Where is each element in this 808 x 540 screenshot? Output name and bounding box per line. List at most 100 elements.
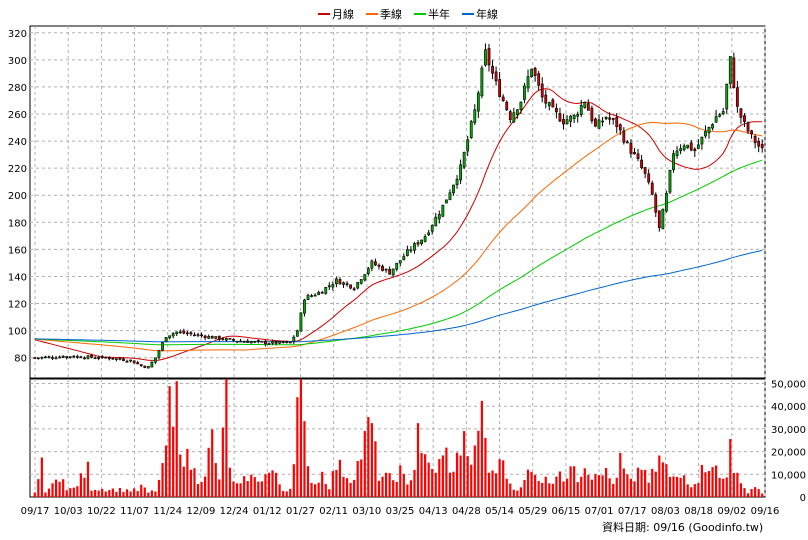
volume-bar — [388, 473, 391, 497]
volume-bar — [665, 464, 668, 497]
candle-body — [51, 357, 54, 359]
volume-bar — [392, 480, 395, 497]
candle-body — [711, 124, 714, 129]
volume-bar — [115, 491, 118, 497]
candle-body — [249, 341, 253, 344]
price-tick-label: 100 — [8, 327, 27, 338]
x-tick-label: 05/29 — [518, 506, 547, 517]
volume-bar — [484, 437, 487, 497]
volume-bar — [37, 479, 40, 497]
volume-bar — [448, 472, 452, 497]
volume-bar — [431, 469, 434, 497]
candle-body — [693, 148, 697, 152]
volume-bar — [204, 476, 207, 497]
volume-bar — [157, 479, 161, 497]
candle-body — [164, 337, 168, 343]
volume-bar — [175, 381, 178, 497]
volume-bar — [551, 483, 554, 497]
candle-body — [200, 334, 203, 337]
candle-body — [569, 115, 573, 122]
volume-tick-label: 30,000 — [771, 425, 806, 436]
x-tick-label: 09/17 — [21, 506, 50, 517]
volume-bar — [328, 489, 331, 497]
candle-body — [445, 199, 448, 204]
candle-body — [281, 340, 285, 343]
candle-body — [494, 71, 498, 82]
legend-label: 年線 — [476, 7, 498, 21]
candle-body — [47, 356, 51, 358]
price-tick-label: 160 — [8, 245, 27, 256]
candle-body — [154, 357, 157, 363]
candle-body — [615, 117, 619, 128]
candle-body — [377, 264, 381, 267]
candle-body — [86, 355, 90, 359]
volume-bar — [104, 491, 107, 497]
candle-body — [725, 83, 729, 110]
candle-body — [143, 365, 147, 368]
volume-bar — [697, 483, 700, 497]
candle-body — [292, 336, 296, 342]
candle-body — [672, 153, 675, 171]
volume-bar — [253, 477, 256, 497]
volume-bar — [125, 489, 129, 497]
candle-body — [228, 338, 232, 340]
candle-body — [75, 356, 79, 358]
candle-body — [61, 355, 65, 358]
volume-bar — [381, 476, 384, 497]
candle-body — [306, 295, 310, 301]
candle-body — [331, 284, 335, 288]
volume-bar — [225, 379, 228, 497]
volume-bar — [292, 464, 295, 497]
volume-bar — [97, 490, 100, 497]
volume-bar — [714, 465, 718, 497]
candle-body — [97, 357, 101, 359]
candle-body — [345, 283, 349, 285]
candle-body — [150, 361, 154, 368]
volume-bar — [342, 476, 345, 497]
legend-label: 月線 — [332, 7, 354, 21]
volume-bar — [33, 492, 36, 497]
volume-bar — [626, 474, 629, 497]
candle-body — [579, 105, 583, 115]
volume-bar — [420, 453, 423, 497]
volume-bar — [466, 456, 469, 497]
candle-body — [193, 334, 196, 337]
volume-bar — [370, 423, 373, 497]
volume-bar — [615, 477, 618, 497]
volume-bar — [739, 483, 743, 497]
candle-body — [512, 112, 516, 123]
candle-body — [533, 67, 537, 76]
volume-bar — [505, 478, 508, 497]
candle-body — [437, 214, 441, 220]
source-label: 資料日期: 09/16 (Goodinfo.tw) — [602, 521, 764, 534]
volume-bar — [51, 483, 54, 497]
candle-body — [700, 136, 704, 145]
candle-body — [594, 118, 597, 127]
volume-bar — [239, 483, 242, 497]
candle-body — [633, 151, 636, 155]
volume-bar — [463, 431, 466, 497]
candle-body — [395, 262, 399, 270]
legend-label: 半年 — [428, 7, 450, 21]
volume-bar — [140, 484, 143, 497]
volume-bar — [136, 491, 139, 497]
candle-body — [405, 249, 409, 256]
volume-bar — [108, 490, 111, 497]
candle-body — [750, 130, 753, 135]
volume-bar — [548, 483, 551, 497]
candle-body — [739, 108, 743, 118]
volume-bar — [640, 469, 643, 497]
volume-bar — [214, 463, 217, 497]
volume-bar — [661, 462, 664, 497]
candle-body — [402, 256, 406, 261]
x-tick-label: 01/27 — [286, 506, 315, 517]
x-tick-label: 02/11 — [319, 506, 348, 517]
candle-body — [647, 173, 651, 183]
volume-bar — [310, 482, 313, 497]
candle-body — [324, 287, 328, 294]
volume-bar — [367, 417, 370, 497]
candle-body — [185, 332, 189, 335]
candle-body — [374, 261, 377, 266]
volume-bar — [707, 471, 711, 497]
legend-label: 季線 — [380, 7, 402, 21]
